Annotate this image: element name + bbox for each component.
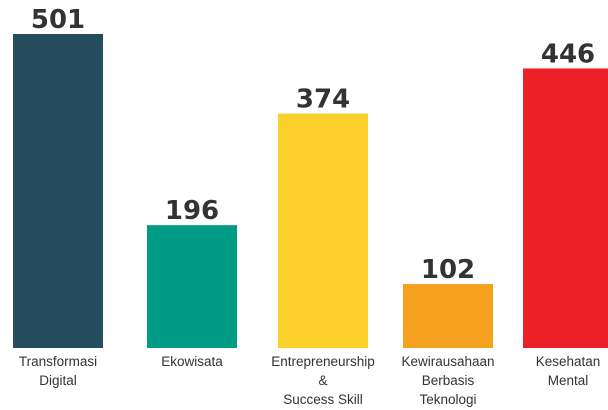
category-label-3-line-0: Kewirausahaan bbox=[401, 354, 494, 369]
bar-1 bbox=[147, 225, 237, 348]
value-label-2: 374 bbox=[296, 85, 350, 115]
bar-2 bbox=[278, 113, 368, 349]
value-label-3: 102 bbox=[421, 255, 475, 285]
category-label-1-line-0: Ekowisata bbox=[161, 354, 223, 369]
bar-3 bbox=[403, 284, 493, 348]
category-label-4-line-1: Mental bbox=[548, 373, 589, 388]
category-label-0-line-1: Digital bbox=[39, 373, 77, 388]
category-label-3-line-2: Teknologi bbox=[419, 392, 476, 407]
value-label-4: 446 bbox=[541, 39, 595, 69]
category-label-0-line-0: Transformasi bbox=[19, 354, 97, 369]
category-label-3-line-1: Berbasis bbox=[422, 373, 475, 388]
bar-4 bbox=[523, 68, 608, 348]
value-label-0: 501 bbox=[31, 5, 85, 35]
category-label-2-line-2: Success Skill bbox=[283, 392, 363, 407]
category-label-2-line-1: & bbox=[318, 373, 327, 388]
category-label-2-line-0: Entrepreneurship bbox=[271, 354, 375, 369]
value-label-1: 196 bbox=[165, 196, 219, 226]
category-label-4-line-0: Kesehatan bbox=[536, 354, 601, 369]
bar-0 bbox=[13, 34, 103, 348]
